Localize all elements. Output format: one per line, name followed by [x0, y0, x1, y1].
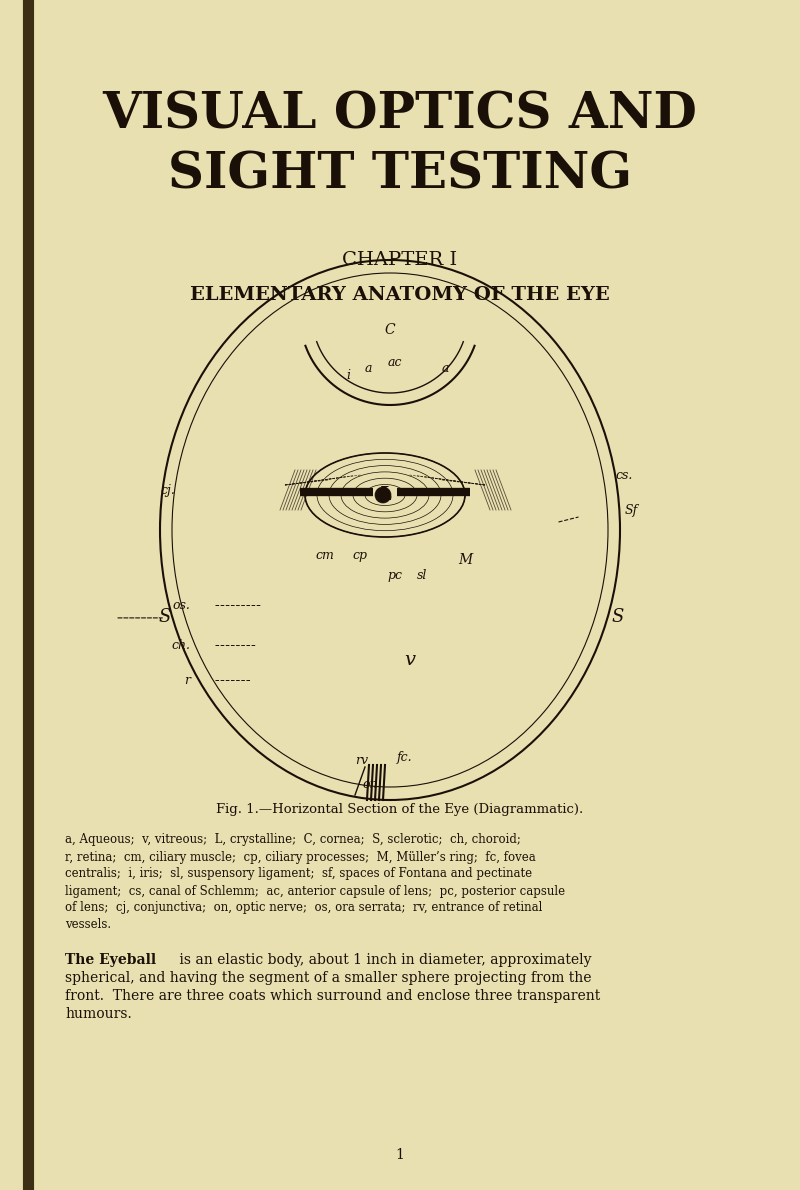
Text: CHAPTER I: CHAPTER I [342, 251, 458, 269]
Text: a, Aqueous;  v, vitreous;  L, crystalline;  C, cornea;  S, sclerotic;  ch, choro: a, Aqueous; v, vitreous; L, crystalline;… [65, 833, 521, 846]
Text: vessels.: vessels. [65, 919, 111, 932]
Text: fc.: fc. [397, 752, 413, 764]
Text: VISUAL OPTICS AND: VISUAL OPTICS AND [102, 90, 698, 139]
Text: pc: pc [387, 569, 402, 582]
Text: SIGHT TESTING: SIGHT TESTING [168, 150, 632, 200]
Text: Sf: Sf [625, 503, 638, 516]
Text: centralis;  i, iris;  sl, suspensory ligament;  sf, spaces of Fontana and pectin: centralis; i, iris; sl, suspensory ligam… [65, 868, 532, 881]
Text: ac: ac [388, 356, 402, 369]
Text: S: S [159, 608, 171, 626]
Text: 1: 1 [395, 1148, 405, 1161]
Text: S: S [612, 608, 624, 626]
Text: a: a [442, 362, 449, 375]
Text: a: a [364, 362, 372, 375]
Text: spherical, and having the segment of a smaller sphere projecting from the: spherical, and having the segment of a s… [65, 971, 591, 985]
Text: of lens;  cj, conjunctiva;  on, optic nerve;  os, ora serrata;  rv, entrance of : of lens; cj, conjunctiva; on, optic nerv… [65, 902, 542, 914]
Text: r: r [184, 674, 190, 687]
Text: humours.: humours. [65, 1007, 132, 1021]
Text: M: M [458, 553, 472, 566]
Text: cm: cm [315, 549, 334, 562]
Text: Fig. 1.—Horizontal Section of the Eye (Diagrammatic).: Fig. 1.—Horizontal Section of the Eye (D… [216, 803, 584, 816]
Text: ELEMENTARY ANATOMY OF THE EYE: ELEMENTARY ANATOMY OF THE EYE [190, 286, 610, 303]
Text: v: v [405, 651, 415, 669]
Text: cs.: cs. [615, 469, 632, 482]
Text: front.  There are three coats which surround and enclose three transparent: front. There are three coats which surro… [65, 989, 600, 1003]
Text: rv: rv [355, 753, 369, 766]
Text: os.: os. [172, 599, 190, 612]
Text: r, retina;  cm, ciliary muscle;  cp, ciliary processes;  M, Müller’s ring;  fc, : r, retina; cm, ciliary muscle; cp, cilia… [65, 851, 536, 864]
Text: C: C [385, 322, 395, 337]
Text: ligament;  cs, canal of Schlemm;  ac, anterior capsule of lens;  pc, posterior c: ligament; cs, canal of Schlemm; ac, ante… [65, 884, 565, 897]
Text: cp: cp [353, 549, 367, 562]
Text: cj.: cj. [160, 483, 175, 496]
Circle shape [375, 487, 391, 503]
Text: i: i [346, 369, 350, 382]
Text: ch.: ch. [171, 639, 190, 651]
Text: L: L [378, 486, 392, 505]
Text: on: on [362, 778, 378, 791]
Text: is an elastic body, about 1 inch in diameter, approximately: is an elastic body, about 1 inch in diam… [175, 953, 591, 967]
Text: The Eyeball: The Eyeball [65, 953, 156, 967]
Text: sl: sl [417, 569, 427, 582]
